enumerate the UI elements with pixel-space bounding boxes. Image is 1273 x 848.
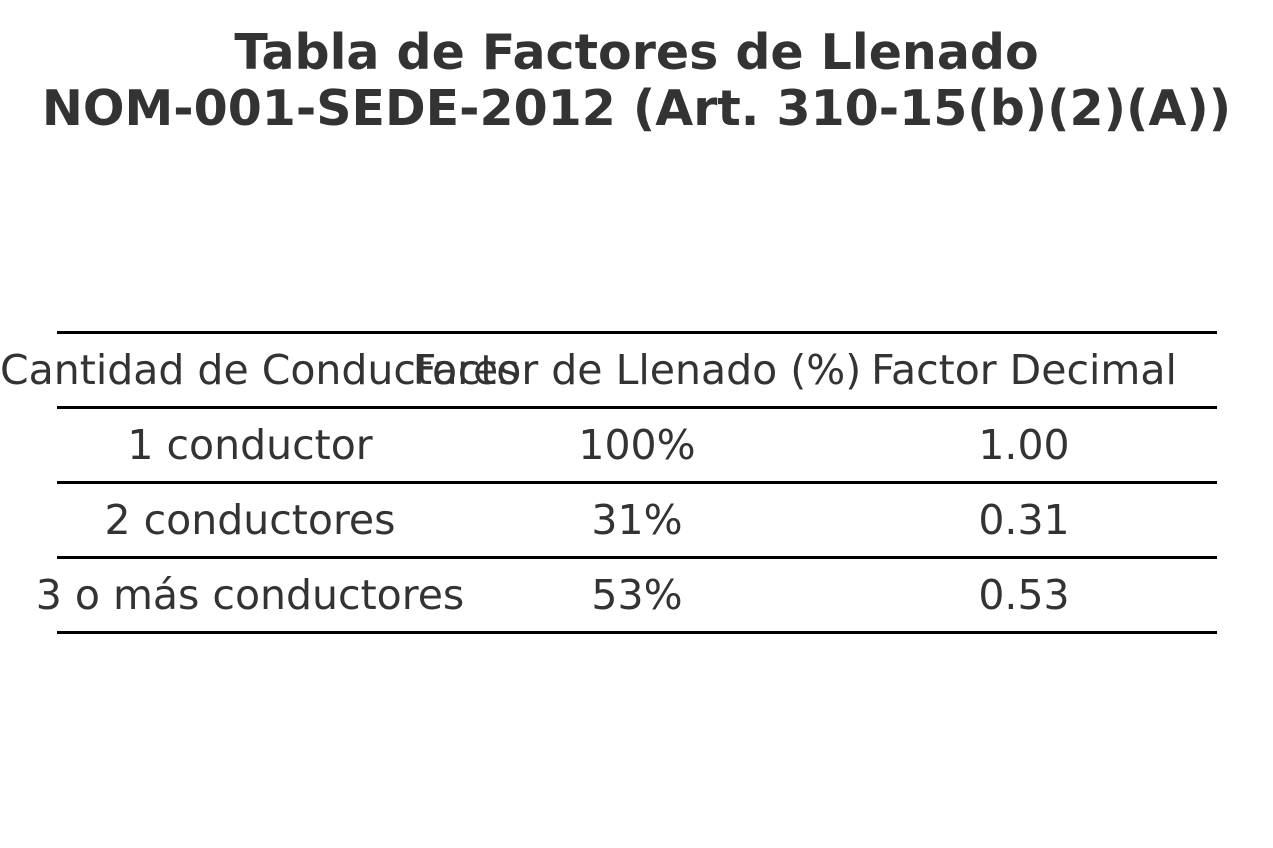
page-subtitle: NOM-001-SEDE-2012 (Art. 310-15(b)(2)(A)) [41,80,1232,137]
page-title: Tabla de Factores de Llenado [234,24,1039,81]
table-row-rule [57,556,1217,559]
cell-decimal: 1.00 [978,421,1070,469]
cell-decimal: 0.31 [978,496,1070,544]
cell-decimal: 0.53 [978,571,1070,619]
header-cell-fill-percent: Factor de Llenado (%) [412,346,862,394]
table-header-rule [57,406,1217,409]
header-cell-quantity: Cantidad de Conductores [0,346,520,394]
cell-fill-percent: 31% [591,496,683,544]
header-cell-decimal: Factor Decimal [871,346,1177,394]
cell-quantity: 1 conductor [127,421,373,469]
cell-fill-percent: 100% [578,421,696,469]
table-bottom-rule [57,631,1217,634]
cell-fill-percent: 53% [591,571,683,619]
cell-quantity: 2 conductores [104,496,396,544]
table-row-rule [57,481,1217,484]
table-top-rule [57,331,1217,334]
cell-quantity: 3 o más conductores [35,571,465,619]
